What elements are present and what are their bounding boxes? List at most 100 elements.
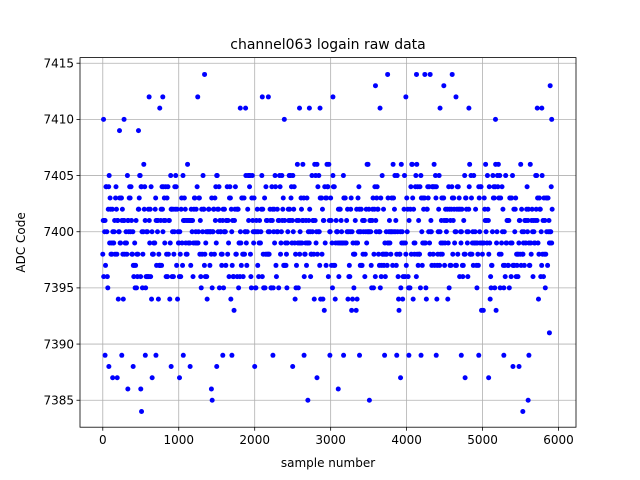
data-point bbox=[201, 206, 207, 212]
data-point bbox=[398, 285, 404, 291]
data-point bbox=[439, 251, 445, 257]
data-point bbox=[308, 274, 314, 280]
data-point bbox=[225, 251, 231, 257]
data-point bbox=[514, 262, 520, 268]
data-point bbox=[450, 251, 456, 257]
data-point bbox=[408, 184, 414, 190]
outlier-point bbox=[335, 386, 341, 392]
data-point bbox=[319, 195, 325, 201]
data-point bbox=[549, 240, 555, 246]
data-point bbox=[330, 173, 336, 179]
data-point bbox=[498, 195, 504, 201]
data-point bbox=[539, 262, 545, 268]
data-point bbox=[475, 251, 481, 257]
data-point bbox=[309, 173, 315, 179]
data-point bbox=[260, 206, 266, 212]
data-point bbox=[237, 229, 243, 235]
data-point bbox=[469, 251, 475, 257]
data-point bbox=[245, 206, 251, 212]
data-point bbox=[164, 195, 170, 201]
data-point bbox=[118, 240, 124, 246]
y-tick-label: 7400 bbox=[43, 225, 74, 239]
data-point bbox=[525, 229, 531, 235]
data-point bbox=[504, 240, 510, 246]
data-point bbox=[373, 217, 379, 223]
data-point bbox=[471, 173, 477, 179]
data-point bbox=[418, 173, 424, 179]
data-point bbox=[495, 161, 501, 167]
y-axis-label: ADC Code bbox=[14, 212, 28, 272]
data-point bbox=[326, 161, 332, 167]
data-point bbox=[433, 195, 439, 201]
data-point bbox=[207, 262, 213, 268]
data-point bbox=[320, 296, 326, 302]
data-point bbox=[184, 251, 190, 257]
data-point bbox=[104, 274, 110, 280]
data-point bbox=[124, 251, 130, 257]
data-point bbox=[193, 206, 199, 212]
data-point bbox=[244, 229, 250, 235]
y-axis: 7385 7390 7395 7400 7405 7410 7415 bbox=[43, 56, 80, 407]
data-point bbox=[352, 217, 358, 223]
data-point bbox=[113, 206, 119, 212]
data-point bbox=[300, 161, 306, 167]
data-point bbox=[346, 262, 352, 268]
outlier-point bbox=[372, 83, 378, 89]
outlier-point bbox=[119, 352, 125, 358]
outlier-point bbox=[157, 105, 163, 111]
data-point bbox=[119, 206, 125, 212]
x-tick-label: 5000 bbox=[467, 433, 498, 447]
outlier-point bbox=[413, 71, 419, 77]
data-point bbox=[111, 240, 117, 246]
data-point bbox=[352, 251, 358, 257]
data-point bbox=[406, 217, 412, 223]
data-point bbox=[321, 217, 327, 223]
data-point bbox=[319, 251, 325, 257]
data-point bbox=[150, 251, 156, 257]
data-point bbox=[127, 195, 133, 201]
data-point bbox=[521, 262, 527, 268]
data-point bbox=[446, 285, 452, 291]
data-point bbox=[508, 274, 514, 280]
data-point bbox=[195, 229, 201, 235]
data-point bbox=[410, 195, 416, 201]
data-point bbox=[487, 240, 493, 246]
data-point bbox=[270, 285, 276, 291]
outlier-point bbox=[403, 94, 409, 100]
data-point bbox=[404, 229, 410, 235]
data-point bbox=[200, 229, 206, 235]
data-point bbox=[339, 229, 345, 235]
outlier-point bbox=[125, 386, 131, 392]
data-point bbox=[329, 285, 335, 291]
data-point bbox=[491, 195, 497, 201]
data-point bbox=[174, 262, 180, 268]
data-point bbox=[279, 173, 285, 179]
data-point bbox=[528, 251, 534, 257]
data-point bbox=[314, 251, 320, 257]
data-point bbox=[212, 217, 218, 223]
data-point bbox=[173, 184, 179, 190]
data-point bbox=[434, 296, 440, 302]
data-points bbox=[100, 71, 555, 414]
data-point bbox=[204, 296, 210, 302]
data-point bbox=[231, 307, 237, 313]
data-point bbox=[293, 262, 299, 268]
data-point bbox=[499, 240, 505, 246]
data-point bbox=[233, 251, 239, 257]
outlier-point bbox=[437, 105, 443, 111]
data-point bbox=[515, 274, 521, 280]
outlier-point bbox=[195, 94, 201, 100]
y-tick-label: 7410 bbox=[43, 113, 74, 127]
data-point bbox=[228, 296, 234, 302]
data-point bbox=[364, 240, 370, 246]
data-point bbox=[187, 240, 193, 246]
data-point bbox=[216, 184, 222, 190]
outlier-point bbox=[252, 364, 258, 370]
data-point bbox=[344, 217, 350, 223]
data-point bbox=[263, 184, 269, 190]
data-point bbox=[536, 195, 542, 201]
outlier-point bbox=[209, 397, 215, 403]
data-point bbox=[283, 251, 289, 257]
data-point bbox=[460, 262, 466, 268]
outlier-point bbox=[180, 352, 186, 358]
